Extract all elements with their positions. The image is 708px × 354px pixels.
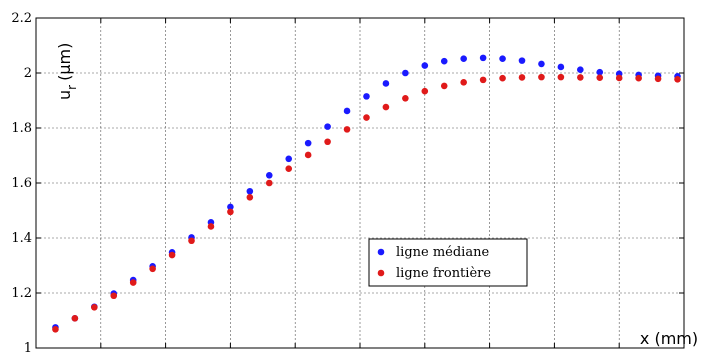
- data-point: [402, 95, 409, 102]
- data-point: [265, 172, 273, 179]
- data-point: [110, 292, 118, 300]
- data-point: [635, 74, 642, 82]
- data-point: [596, 74, 604, 81]
- data-point: [577, 66, 584, 73]
- data-point: [421, 87, 429, 95]
- data-point: [304, 139, 312, 147]
- series-layer: [52, 54, 681, 333]
- data-point: [149, 265, 156, 273]
- data-point: [246, 187, 254, 195]
- data-point: [227, 203, 234, 211]
- data-point: [265, 179, 273, 187]
- data-point: [596, 68, 604, 76]
- y-tick-label: 1.6: [11, 176, 32, 191]
- data-point: [499, 74, 506, 82]
- data-point: [479, 76, 487, 84]
- data-point: [363, 93, 370, 100]
- data-point: [577, 74, 584, 81]
- legend-marker: [377, 269, 385, 277]
- data-point: [674, 76, 681, 83]
- data-point: [538, 73, 545, 81]
- data-point: [246, 194, 254, 201]
- data-point: [207, 223, 215, 230]
- data-point: [440, 57, 448, 65]
- y-axis-label-main: u: [55, 90, 74, 100]
- y-tick-label: 1.2: [11, 286, 32, 301]
- data-point: [499, 55, 506, 62]
- data-point: [285, 155, 293, 163]
- data-point: [168, 251, 176, 259]
- y-tick-label: 1.8: [11, 121, 32, 136]
- legend: ligne médiane ligne frontière: [368, 238, 528, 287]
- data-point: [343, 126, 351, 133]
- data-point: [129, 279, 137, 286]
- data-point: [324, 123, 331, 130]
- legend-marker: [377, 248, 385, 256]
- data-point: [304, 151, 312, 159]
- data-point: [343, 107, 351, 115]
- y-tick-label: 1: [24, 341, 32, 354]
- data-point: [71, 315, 79, 322]
- data-point: [188, 237, 195, 245]
- y-axis-label-sub: r: [65, 85, 79, 90]
- data-point: [460, 79, 467, 86]
- data-point: [538, 60, 545, 68]
- data-point: [52, 326, 59, 333]
- y-axis-label: ur (µm): [55, 43, 79, 100]
- data-point: [421, 62, 429, 69]
- y-tick-label: 2.2: [11, 11, 32, 26]
- y-axis-label-unit: (µm): [55, 43, 74, 81]
- y-tick-label: 1.4: [11, 231, 32, 246]
- x-axis-label: x (mm): [640, 329, 698, 348]
- legend-label: ligne médiane: [396, 245, 489, 260]
- data-point: [227, 208, 234, 216]
- legend-label: ligne frontière: [396, 266, 491, 281]
- data-point: [557, 63, 565, 71]
- data-point: [557, 73, 565, 81]
- data-point: [324, 138, 331, 146]
- data-point: [518, 57, 526, 64]
- legend-box: [368, 238, 528, 287]
- data-point: [460, 55, 467, 62]
- data-point: [382, 103, 390, 111]
- data-point: [382, 80, 390, 87]
- data-point: [518, 74, 526, 81]
- data-point: [479, 54, 487, 62]
- series-2: [52, 73, 681, 333]
- y-tick-label: 2: [24, 66, 32, 81]
- data-point: [363, 114, 370, 121]
- data-point: [91, 304, 98, 311]
- data-point: [615, 74, 623, 82]
- data-point: [402, 69, 409, 77]
- data-point: [440, 82, 448, 90]
- plot-frame: [35, 17, 685, 349]
- data-point: [654, 75, 662, 83]
- grid: [36, 18, 684, 348]
- data-point: [285, 165, 293, 172]
